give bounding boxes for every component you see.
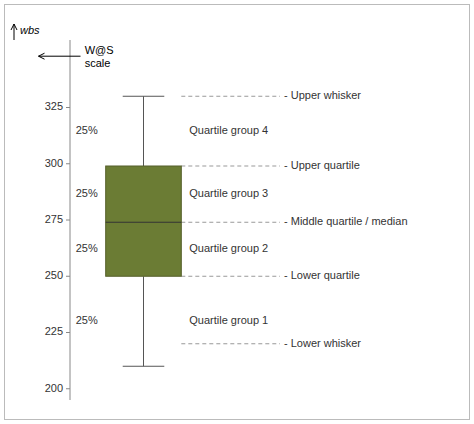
share-label: 25%: [76, 314, 98, 326]
y-tick: [66, 388, 70, 389]
upper-cap: [123, 96, 165, 97]
annotation-line: [181, 276, 280, 277]
annotation-label: - Middle quartile / median: [284, 215, 408, 227]
y-tick: [66, 220, 70, 221]
y-tick-label: 250: [45, 269, 63, 281]
share-label: 25%: [76, 242, 98, 254]
lower-whisker: [143, 276, 144, 366]
y-tick-label: 225: [45, 325, 63, 337]
box: [106, 166, 182, 276]
group-label: Quartile group 4: [189, 124, 268, 136]
annotation-line: [181, 166, 280, 167]
y-tick: [66, 163, 70, 164]
y-tick-label: 325: [45, 100, 63, 112]
share-label: 25%: [76, 124, 98, 136]
annotation-label: - Lower whisker: [284, 337, 361, 349]
median-line: [106, 222, 182, 223]
y-tick-label: 275: [45, 213, 63, 225]
annotation-line: [181, 222, 280, 223]
chart: 200 225 250 275 300 325 wbs W@Sscale 25% Quartile…: [0, 0, 474, 424]
annotation-line: [181, 96, 280, 97]
border: [5, 5, 470, 420]
lower-cap: [123, 366, 165, 367]
y-tick: [66, 107, 70, 108]
annotation-label: - Upper quartile: [284, 159, 360, 171]
annotation-label: - Lower quartile: [284, 269, 360, 281]
annotation-label: - Upper whisker: [284, 89, 361, 101]
share-label: 25%: [76, 187, 98, 199]
y-tick: [66, 276, 70, 277]
y-label: wbs: [20, 24, 40, 36]
y-tick-label: 300: [45, 157, 63, 169]
y-tick: [66, 332, 70, 333]
upper-whisker: [143, 96, 144, 166]
scale-label-line: scale: [85, 57, 111, 69]
y-tick-label: 200: [45, 382, 63, 394]
group-label: Quartile group 2: [189, 242, 268, 254]
background: [0, 0, 474, 424]
group-label: Quartile group 3: [189, 187, 268, 199]
plot-area: [106, 96, 280, 366]
y-arrow: [14, 24, 15, 40]
annotation-line: [181, 343, 280, 344]
scale-label-line: W@S: [85, 44, 114, 56]
group-label: Quartile group 1: [189, 314, 268, 326]
scale-label: W@Sscale: [85, 44, 114, 69]
scale-arrow: [39, 56, 81, 57]
